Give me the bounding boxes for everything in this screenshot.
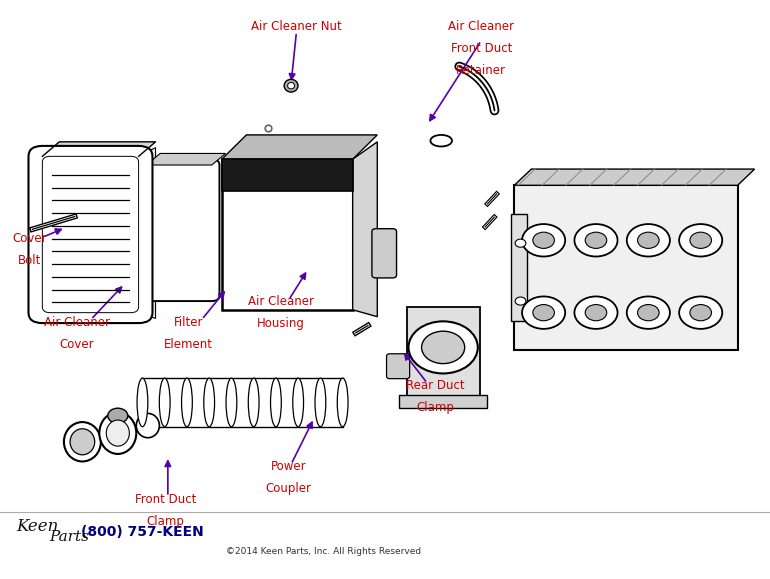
- Text: Air Cleaner Nut: Air Cleaner Nut: [251, 20, 342, 33]
- Text: Rear Duct: Rear Duct: [406, 379, 464, 392]
- Ellipse shape: [293, 378, 303, 427]
- Text: Keen: Keen: [15, 518, 59, 536]
- Circle shape: [533, 305, 554, 321]
- FancyBboxPatch shape: [139, 159, 219, 301]
- Ellipse shape: [430, 135, 452, 146]
- Text: Cover: Cover: [12, 232, 46, 244]
- Circle shape: [515, 297, 526, 305]
- Bar: [222, 159, 353, 310]
- Text: Cover: Cover: [60, 338, 94, 350]
- Circle shape: [533, 232, 554, 248]
- Text: Filter: Filter: [174, 316, 203, 328]
- Circle shape: [679, 296, 722, 329]
- Polygon shape: [514, 169, 755, 185]
- Circle shape: [408, 321, 477, 373]
- Ellipse shape: [99, 412, 136, 454]
- Polygon shape: [42, 142, 156, 156]
- Ellipse shape: [137, 378, 148, 427]
- Ellipse shape: [315, 378, 326, 427]
- Text: Retainer: Retainer: [457, 64, 506, 77]
- Circle shape: [522, 296, 565, 329]
- Bar: [407, 307, 480, 400]
- Bar: [514, 185, 738, 350]
- Text: ©2014 Keen Parts, Inc. All Rights Reserved: ©2014 Keen Parts, Inc. All Rights Reserv…: [226, 547, 421, 556]
- Polygon shape: [353, 142, 377, 317]
- Ellipse shape: [182, 378, 192, 427]
- Ellipse shape: [248, 378, 259, 427]
- Ellipse shape: [337, 378, 348, 427]
- Circle shape: [638, 232, 659, 248]
- Ellipse shape: [106, 420, 129, 446]
- Ellipse shape: [226, 378, 237, 427]
- Circle shape: [108, 408, 128, 423]
- Circle shape: [585, 232, 607, 248]
- Text: Element: Element: [164, 338, 213, 350]
- Polygon shape: [146, 153, 226, 165]
- Polygon shape: [139, 148, 156, 318]
- Ellipse shape: [284, 79, 298, 92]
- Text: Air Cleaner: Air Cleaner: [44, 316, 110, 328]
- Ellipse shape: [64, 422, 101, 461]
- FancyBboxPatch shape: [372, 229, 397, 278]
- Circle shape: [585, 305, 607, 321]
- Text: Housing: Housing: [257, 317, 305, 330]
- Ellipse shape: [288, 82, 294, 89]
- Text: Front Duct: Front Duct: [450, 42, 512, 55]
- Circle shape: [574, 224, 618, 256]
- Circle shape: [422, 331, 465, 364]
- Text: Bolt: Bolt: [18, 254, 41, 266]
- Circle shape: [627, 296, 670, 329]
- Ellipse shape: [159, 378, 170, 427]
- Text: (800) 757-KEEN: (800) 757-KEEN: [81, 525, 204, 538]
- Ellipse shape: [270, 378, 281, 427]
- Bar: [222, 159, 353, 191]
- Circle shape: [522, 224, 565, 256]
- Text: Air Cleaner: Air Cleaner: [248, 295, 314, 308]
- Circle shape: [638, 305, 659, 321]
- Text: Air Cleaner: Air Cleaner: [448, 20, 514, 33]
- Circle shape: [679, 224, 722, 256]
- Ellipse shape: [70, 428, 95, 455]
- Circle shape: [627, 224, 670, 256]
- Ellipse shape: [204, 378, 215, 427]
- Ellipse shape: [136, 413, 159, 438]
- Circle shape: [574, 296, 618, 329]
- Text: Clamp: Clamp: [416, 401, 454, 414]
- Circle shape: [690, 305, 711, 321]
- Bar: [399, 395, 487, 408]
- Circle shape: [690, 232, 711, 248]
- Text: Coupler: Coupler: [266, 482, 312, 495]
- FancyBboxPatch shape: [387, 354, 410, 379]
- Circle shape: [515, 239, 526, 247]
- Polygon shape: [222, 135, 377, 159]
- Text: Front Duct: Front Duct: [135, 493, 196, 506]
- Bar: [511, 214, 527, 321]
- Text: Clamp: Clamp: [146, 515, 185, 528]
- Text: Parts: Parts: [49, 530, 89, 544]
- Text: Power: Power: [271, 460, 306, 473]
- FancyBboxPatch shape: [28, 146, 152, 323]
